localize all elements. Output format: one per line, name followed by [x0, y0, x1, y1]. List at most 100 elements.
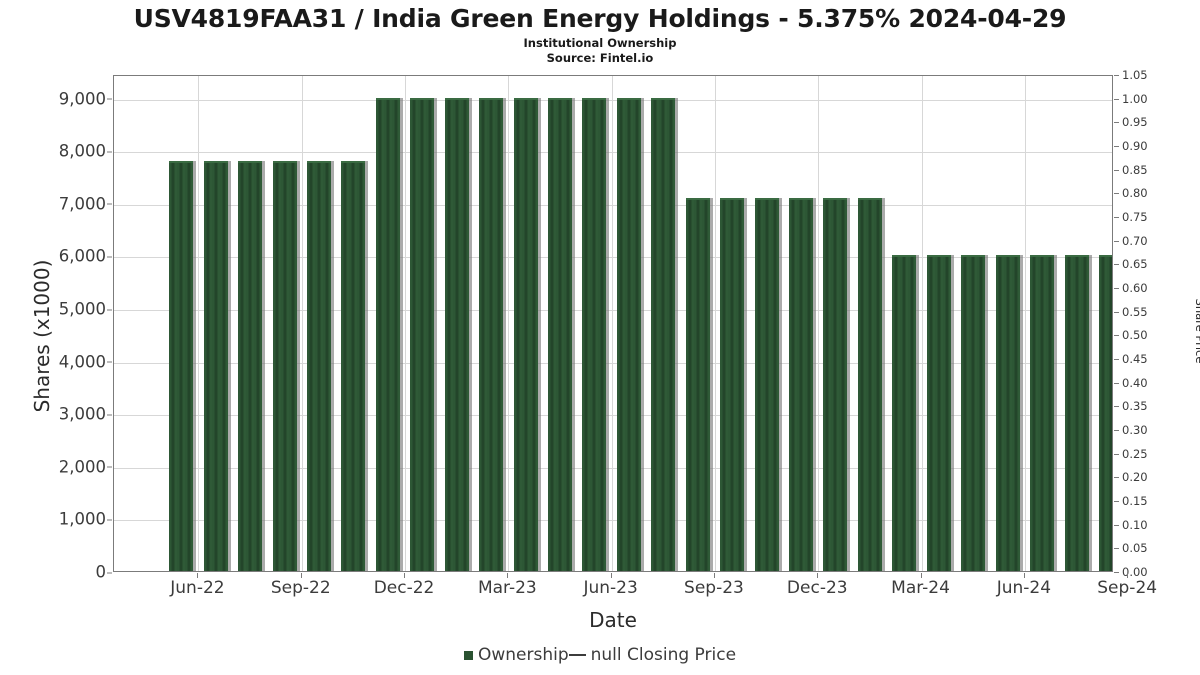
chart-legend: Ownership null Closing Price: [0, 645, 1200, 665]
tick-mark: [1114, 264, 1119, 266]
bar[interactable]: [789, 197, 813, 571]
y-axis-right-tick-label: 0.25: [1114, 447, 1182, 461]
chart-subtitle: Institutional Ownership: [523, 36, 677, 50]
bar[interactable]: [273, 160, 297, 571]
bar[interactable]: [238, 160, 262, 571]
tick-mark: [1114, 288, 1119, 289]
bar[interactable]: [755, 197, 779, 571]
bar[interactable]: [479, 97, 503, 571]
legend-label-closing-price: null Closing Price: [590, 645, 737, 665]
tick-mark: [1114, 501, 1119, 502]
bar[interactable]: [720, 197, 744, 571]
tick-mark: [1024, 573, 1025, 578]
x-axis-tick-label: Sep-23: [684, 578, 744, 598]
y-axis-right-tick-label: 0.55: [1114, 305, 1182, 319]
gridline-horizontal: [114, 415, 1112, 417]
bar[interactable]: [892, 255, 916, 571]
y-axis-right-tick-label: 0.95: [1114, 115, 1182, 129]
tick-mark: [1114, 572, 1119, 573]
tick-mark: [1114, 311, 1119, 313]
tick-mark: [1114, 122, 1119, 124]
x-axis-tick-label: Sep-24: [1097, 578, 1158, 598]
x-axis-tick-label: Jun-24: [996, 578, 1052, 598]
bar[interactable]: [927, 255, 951, 571]
y-axis-left-tick-label: 8,000: [16, 142, 112, 161]
bar[interactable]: [514, 97, 538, 571]
gridline-horizontal: [114, 520, 1112, 522]
legend-line-icon: [568, 654, 586, 656]
tick-mark: [1114, 98, 1119, 100]
tick-mark: [107, 151, 112, 153]
y-axis-right-tick-label: 0.35: [1114, 399, 1182, 413]
gridline-vertical: [198, 76, 199, 571]
y-axis-right-tick-label: 0.00: [1114, 565, 1182, 579]
y-axis-left-title: Shares (x1000): [30, 259, 54, 413]
gridline-vertical: [508, 76, 509, 571]
bar[interactable]: [410, 97, 434, 571]
tick-mark: [1114, 335, 1119, 337]
y-axis-left-tick-label: 5,000: [16, 300, 112, 319]
tick-mark: [107, 572, 112, 573]
bar[interactable]: [961, 255, 985, 571]
bar[interactable]: [686, 197, 710, 571]
bar[interactable]: [651, 97, 675, 571]
y-axis-right-tick-label: 1.05: [1114, 68, 1182, 82]
tick-mark: [1114, 240, 1119, 242]
tick-mark: [107, 466, 112, 468]
bar[interactable]: [204, 160, 228, 571]
bar[interactable]: [823, 197, 847, 571]
tick-mark: [107, 414, 112, 416]
bar[interactable]: [307, 160, 331, 571]
gridline-vertical: [1025, 76, 1026, 571]
bar[interactable]: [582, 97, 606, 571]
tick-mark: [107, 256, 112, 258]
x-axis-tick-label: Mar-23: [477, 578, 537, 598]
y-axis-right-tick-label: 0.70: [1114, 234, 1182, 248]
tick-mark: [107, 361, 112, 363]
bar[interactable]: [169, 160, 193, 571]
gridline-horizontal: [114, 257, 1112, 259]
gridline-horizontal: [114, 362, 1112, 364]
chart-source: Source: Fintel.io: [546, 51, 654, 65]
bar[interactable]: [548, 97, 572, 571]
tick-mark: [1114, 75, 1119, 76]
tick-mark: [1114, 548, 1119, 550]
gridline-vertical: [818, 76, 819, 571]
bar[interactable]: [1099, 255, 1112, 571]
y-axis-right-tick-label: 0.40: [1114, 376, 1182, 390]
bar[interactable]: [617, 97, 641, 571]
bar[interactable]: [376, 97, 400, 571]
legend-item-closing-price[interactable]: null Closing Price: [568, 645, 737, 665]
y-axis-left-tick-label: 4,000: [16, 352, 112, 371]
tick-mark: [107, 203, 112, 205]
bar-series-ownership: [114, 76, 1112, 571]
gridline-horizontal: [114, 152, 1112, 154]
tick-mark: [1114, 524, 1119, 526]
y-axis-left-tick-label: 9,000: [16, 89, 112, 108]
bar[interactable]: [858, 197, 882, 571]
y-axis-right-tick-label: 0.30: [1114, 423, 1182, 437]
gridline-vertical: [302, 76, 303, 571]
y-axis-left-tick-label: 1,000: [16, 510, 112, 529]
bar[interactable]: [445, 97, 469, 571]
tick-mark: [107, 309, 112, 311]
x-axis-tick-label: Dec-23: [786, 578, 848, 598]
y-axis-right-tick-label: 1.00: [1114, 92, 1182, 106]
y-axis-right-tick-label: 0.85: [1114, 163, 1182, 177]
gridline-horizontal: [114, 204, 1112, 206]
legend-item-ownership[interactable]: Ownership: [463, 645, 569, 665]
x-axis-tick-label: Jun-22: [170, 578, 225, 598]
bar[interactable]: [1030, 255, 1054, 571]
legend-label-ownership: Ownership: [477, 645, 569, 665]
y-axis-left-tick-label: 3,000: [16, 405, 112, 424]
bar[interactable]: [341, 160, 365, 571]
tick-mark: [404, 573, 405, 578]
gridline-horizontal: [114, 467, 1112, 469]
x-axis-tick-label: Sep-22: [270, 578, 331, 598]
tick-mark: [197, 573, 198, 578]
y-axis-right-tick-label: 0.20: [1114, 470, 1182, 484]
bar[interactable]: [996, 255, 1020, 571]
tick-mark: [1114, 453, 1119, 455]
tick-mark: [1114, 169, 1119, 171]
bar[interactable]: [1065, 255, 1089, 571]
